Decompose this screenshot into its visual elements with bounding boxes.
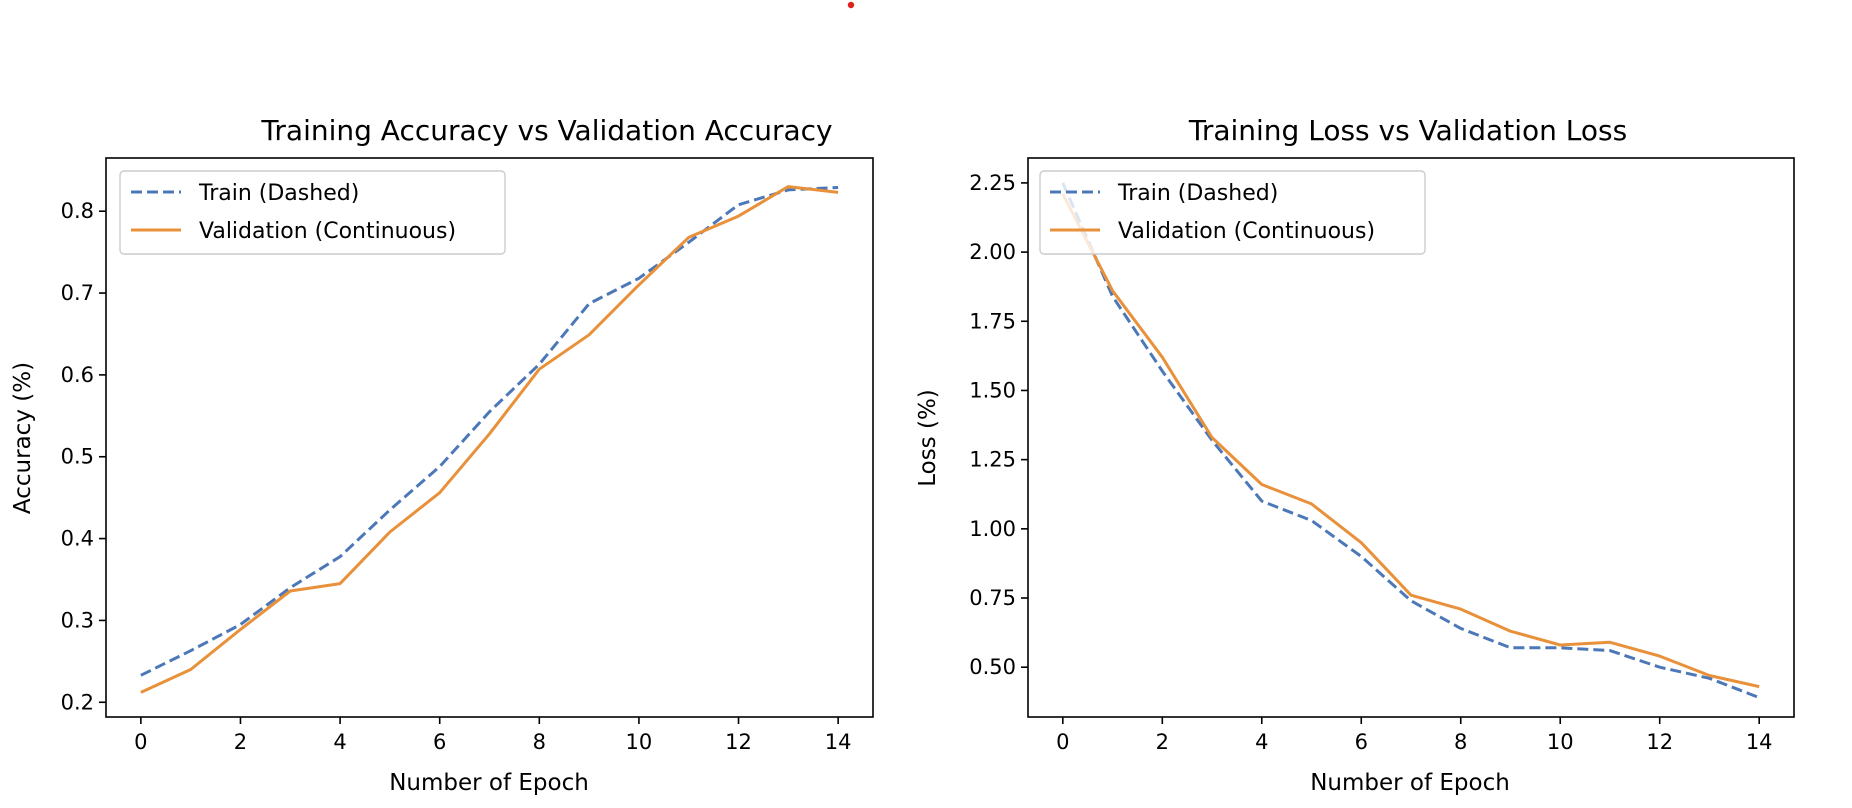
accuracy-x-ticks: 0 2 4 6 8 10 12 14: [134, 717, 852, 754]
accuracy-plot-frame: [105, 157, 874, 718]
loss-legend-validation-label: Validation (Continuous): [1118, 219, 1375, 244]
accuracy-y-tick-label: 0.4: [61, 527, 94, 551]
accuracy-y-tick-label: 0.6: [61, 363, 94, 387]
loss-y-tick-label: 2.00: [969, 240, 1016, 264]
accuracy-y-tick-label: 0.5: [61, 445, 94, 469]
loss-validation-series-line: [1061, 193, 1760, 689]
loss-chart: Training Loss vs Validation Loss 0 2 4 6 8 10…: [915, 114, 1795, 796]
accuracy-chart-marks: [140, 185, 839, 694]
accuracy-y-tick-label: 0.7: [61, 281, 94, 305]
accuracy-legend-validation-label: Validation (Continuous): [199, 219, 456, 244]
loss-y-tick-label: 1.75: [969, 309, 1016, 333]
loss-y-tick-label: 0.50: [969, 655, 1016, 679]
loss-y-tick-label: 0.75: [969, 586, 1016, 610]
accuracy-y-tick-label: 0.2: [61, 690, 94, 714]
loss-x-axis-label: Number of Epoch: [1310, 770, 1510, 796]
accuracy-x-tick-label: 4: [333, 730, 346, 754]
accuracy-x-tick-label: 6: [433, 730, 446, 754]
loss-plot-frame: [1027, 157, 1795, 718]
loss-x-tick-label: 12: [1646, 730, 1673, 754]
loss-legend: Train (Dashed) Validation (Continuous): [1039, 170, 1426, 255]
loss-x-tick-label: 4: [1255, 730, 1268, 754]
loss-x-tick-label: 14: [1746, 730, 1773, 754]
loss-y-tick-label: 2.25: [969, 171, 1016, 195]
accuracy-y-ticks: 0.2 0.3 0.4 0.5 0.6 0.7 0.8: [61, 199, 106, 714]
loss-x-tick-label: 2: [1156, 730, 1169, 754]
loss-chart-title: Training Loss vs Validation Loss: [1188, 114, 1627, 147]
accuracy-train-series-line: [140, 186, 839, 677]
accuracy-validation-series-line: [140, 185, 839, 694]
loss-x-tick-label: 0: [1056, 730, 1069, 754]
loss-train-series-line: [1061, 182, 1760, 699]
loss-y-axis-label: Loss (%): [915, 389, 941, 487]
accuracy-x-tick-label: 10: [626, 730, 653, 754]
loss-legend-train-label: Train (Dashed): [1117, 181, 1278, 206]
loss-legend-box: [1039, 170, 1426, 255]
accuracy-chart: Training Accuracy vs Validation Accuracy…: [10, 114, 874, 796]
loss-x-tick-label: 10: [1547, 730, 1574, 754]
red-dot-marker: [847, 1, 855, 9]
loss-x-tick-label: 6: [1355, 730, 1368, 754]
accuracy-y-axis-label: Accuracy (%): [10, 362, 36, 514]
accuracy-x-tick-label: 8: [533, 730, 546, 754]
loss-x-tick-label: 8: [1454, 730, 1467, 754]
loss-y-tick-label: 1.00: [969, 517, 1016, 541]
accuracy-x-tick-label: 0: [134, 730, 147, 754]
loss-y-tick-label: 1.25: [969, 448, 1016, 472]
loss-y-ticks: 0.50 0.75 1.00 1.25 1.50 1.75 2.00 2.25: [969, 171, 1028, 679]
accuracy-x-tick-label: 2: [234, 730, 247, 754]
accuracy-legend: Train (Dashed) Validation (Continuous): [119, 170, 506, 255]
accuracy-x-tick-label: 14: [825, 730, 852, 754]
accuracy-y-tick-label: 0.8: [61, 199, 94, 223]
accuracy-chart-title: Training Accuracy vs Validation Accuracy: [260, 114, 832, 147]
accuracy-x-tick-label: 12: [725, 730, 752, 754]
loss-y-tick-label: 1.50: [969, 378, 1016, 402]
accuracy-y-tick-label: 0.3: [61, 608, 94, 632]
accuracy-legend-box: [119, 170, 506, 255]
loss-chart-marks: [1061, 182, 1760, 699]
accuracy-legend-train-label: Train (Dashed): [198, 181, 359, 206]
loss-x-ticks: 0 2 4 6 8 10 12 14: [1056, 717, 1773, 754]
accuracy-x-axis-label: Number of Epoch: [389, 770, 589, 796]
